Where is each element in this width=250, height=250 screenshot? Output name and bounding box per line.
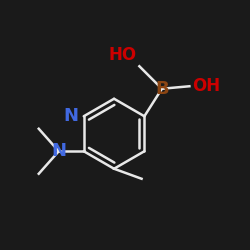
Text: B: B: [155, 80, 169, 98]
Text: N: N: [64, 107, 79, 125]
Text: N: N: [51, 142, 66, 160]
Text: HO: HO: [109, 46, 137, 64]
Text: OH: OH: [192, 77, 220, 95]
